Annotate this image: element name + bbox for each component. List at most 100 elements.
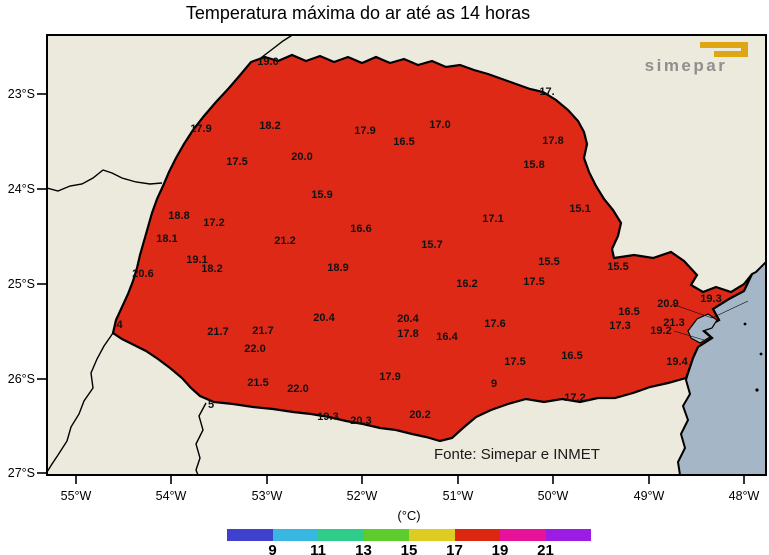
temp-label: 20.4: [313, 312, 335, 324]
colorbar-segment: [363, 529, 409, 541]
bay-lines: [671, 300, 749, 341]
temp-label: 19.1: [186, 254, 207, 266]
temp-label: 17.: [539, 86, 554, 98]
temp-label: 19.3: [700, 293, 721, 305]
temp-label: 17.2: [203, 217, 224, 229]
temp-label: 16.5: [561, 350, 582, 362]
colorbar-tick-label: 17: [446, 542, 463, 555]
temp-label: 20.9: [657, 298, 678, 310]
temp-label: 5: [208, 399, 214, 411]
temp-label: 15.8: [523, 159, 544, 171]
bay: [687, 313, 718, 344]
colorbar-segment: [454, 529, 500, 541]
temp-label: 15.9: [311, 189, 332, 201]
temp-label: 16.4: [436, 331, 458, 343]
lat-axis: 23°S 24°S 25°S 26°S 27°S: [8, 87, 47, 480]
temp-label: 18.9: [327, 262, 348, 274]
page-title: Temperatura máxima do ar até as 14 horas: [185, 3, 531, 23]
colorbar-segment: [318, 529, 364, 541]
colorbar-tick-label: 9: [268, 542, 277, 555]
lon-tick-label: 51°W: [443, 489, 474, 503]
simepar-logo: simepar: [645, 42, 748, 75]
temp-label: 16.2: [456, 278, 477, 290]
temp-label: 20.2: [409, 409, 430, 421]
simepar-logo-text: simepar: [645, 56, 728, 75]
temp-label: 17.1: [482, 213, 503, 225]
temp-label: 20.4: [397, 313, 419, 325]
temp-label: 15.5: [607, 261, 628, 273]
colorbar-segment: [227, 529, 273, 541]
temp-label: 17.9: [354, 125, 375, 137]
temp-label: 17.9: [190, 123, 211, 135]
temp-label: 18.2: [259, 120, 280, 132]
temp-label: 22.0: [287, 383, 308, 395]
temp-label: 17.9: [379, 371, 400, 383]
temp-label: 16.6: [350, 223, 371, 235]
temp-label: 19.4: [666, 356, 688, 368]
temp-label: 20.3: [350, 415, 371, 427]
lon-tick-label: 54°W: [156, 489, 187, 503]
lat-tick-label: 23°S: [8, 87, 35, 101]
lon-tick-label: 48°W: [729, 489, 760, 503]
lat-tick-label: 24°S: [8, 182, 35, 196]
colorbar-segment: [545, 529, 591, 541]
temp-label: 17.5: [226, 156, 247, 168]
simepar-logo-icon: [700, 42, 748, 57]
colorbar-tick-label: 11: [310, 542, 326, 555]
temp-label: 17.5: [523, 276, 544, 288]
temp-label: 17.8: [542, 135, 563, 147]
temp-label: 15.5: [538, 256, 559, 268]
temp-label: 22.0: [244, 343, 265, 355]
colorbar-segment: [409, 529, 455, 541]
temp-label: 19.2: [650, 325, 671, 337]
temp-label: 15.1: [569, 203, 590, 215]
islands: [743, 322, 763, 392]
neighbor-borders: [47, 35, 294, 475]
temp-label: 16.5: [393, 136, 414, 148]
temp-label: 17.5: [504, 356, 525, 368]
lat-tick-label: 27°S: [8, 466, 35, 480]
temp-label: 19.0: [257, 56, 278, 68]
temp-label: 17.3: [609, 320, 630, 332]
lon-tick-label: 53°W: [252, 489, 283, 503]
temp-label: 17.6: [484, 318, 505, 330]
colorbar-tick-label: 21: [537, 542, 554, 555]
temp-label: 20.6: [132, 268, 153, 280]
lon-axis: 55°W 54°W 53°W 52°W 51°W 50°W 49°W 48°W: [61, 475, 760, 503]
temp-label: 21.3: [663, 317, 684, 329]
lon-tick-label: 49°W: [634, 489, 665, 503]
temp-label: 19.3: [317, 411, 338, 423]
coastline: [676, 261, 766, 475]
ocean: [678, 262, 766, 475]
lat-tick-label: 26°S: [8, 372, 35, 386]
source-note: Fonte: Simepar e INMET: [434, 446, 600, 463]
temp-label: 18.2: [201, 263, 222, 275]
temp-label: 21.5: [247, 377, 268, 389]
colorbar-segment: [272, 529, 318, 541]
temp-label: 21.2: [274, 235, 295, 247]
temp-label: 18.1: [156, 233, 177, 245]
temp-label: 20.0: [291, 151, 312, 163]
lon-tick-label: 55°W: [61, 489, 92, 503]
colorbar-tick-label: 19: [491, 542, 509, 555]
temp-label: .4: [113, 319, 123, 331]
lon-tick-label: 50°W: [538, 489, 569, 503]
map-frame: [46, 34, 767, 476]
temp-label: 9: [491, 378, 497, 390]
temp-labels: 19.0 17.9 18.2 17.9 17.0 17. 16.5 17.8 17.5 20.0 1…: [113, 56, 721, 427]
colorbar-unit: (°C): [397, 508, 421, 523]
temp-label: 17.0: [429, 119, 450, 131]
colorbar-tick-label: 13: [355, 542, 372, 555]
colorbar: [227, 529, 591, 541]
temp-label: 18.8: [168, 210, 189, 222]
colorbar-tick-label: 15: [400, 542, 418, 555]
lon-tick-label: 52°W: [347, 489, 378, 503]
temp-label: 15.7: [421, 239, 442, 251]
temp-label: 17.8: [397, 328, 418, 340]
colorbar-segment: [500, 529, 546, 541]
temp-label: 17.2: [564, 392, 585, 404]
temp-label: 21.7: [252, 325, 273, 337]
lat-tick-label: 25°S: [8, 277, 35, 291]
